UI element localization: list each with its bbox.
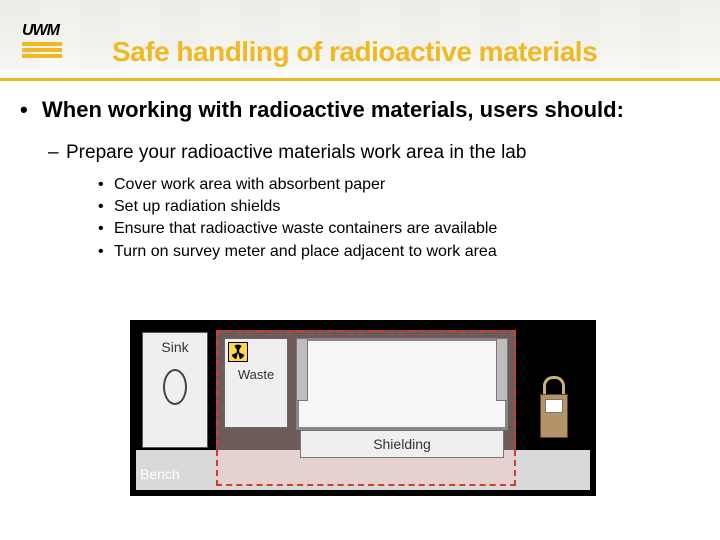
sink-label: Sink [143, 333, 207, 355]
bullet-level-2-text: Prepare your radioactive materials work … [66, 142, 526, 163]
title-underline [0, 78, 720, 81]
shield-box [296, 338, 508, 430]
meter-handle-icon [543, 376, 565, 396]
lab-diagram: Bench Sink Waste Shielding [130, 320, 596, 496]
logo-text: UWM [22, 22, 70, 40]
slide-title: Safe handling of radioactive materials [112, 36, 712, 68]
meter-body [540, 394, 568, 438]
survey-meter [534, 376, 574, 440]
logo-bars-icon [22, 42, 70, 58]
bullet-level-3: •Ensure that radioactive waste container… [98, 218, 700, 240]
waste-container: Waste [224, 338, 288, 428]
sink: Sink [142, 332, 208, 448]
radiation-icon [228, 342, 248, 362]
bullet-level-3: •Turn on survey meter and place adjacent… [98, 241, 700, 263]
bullet-level-1-text: When working with radioactive materials,… [42, 97, 624, 122]
sink-drain-icon [163, 369, 187, 405]
bullet-level-3: •Set up radiation shields [98, 196, 700, 218]
shielding-label: Shielding [300, 430, 504, 458]
bullet-level-1: •When working with radioactive materials… [20, 96, 700, 124]
uwm-logo: UWM [22, 22, 70, 56]
bullet-level-3: •Cover work area with absorbent paper [98, 174, 700, 196]
bullet-level-2: –Prepare your radioactive materials work… [48, 142, 700, 164]
bench-label: Bench [140, 466, 180, 482]
work-area: Waste Shielding [216, 330, 516, 486]
slide-content: •When working with radioactive materials… [20, 96, 700, 263]
meter-dial-icon [545, 399, 563, 413]
